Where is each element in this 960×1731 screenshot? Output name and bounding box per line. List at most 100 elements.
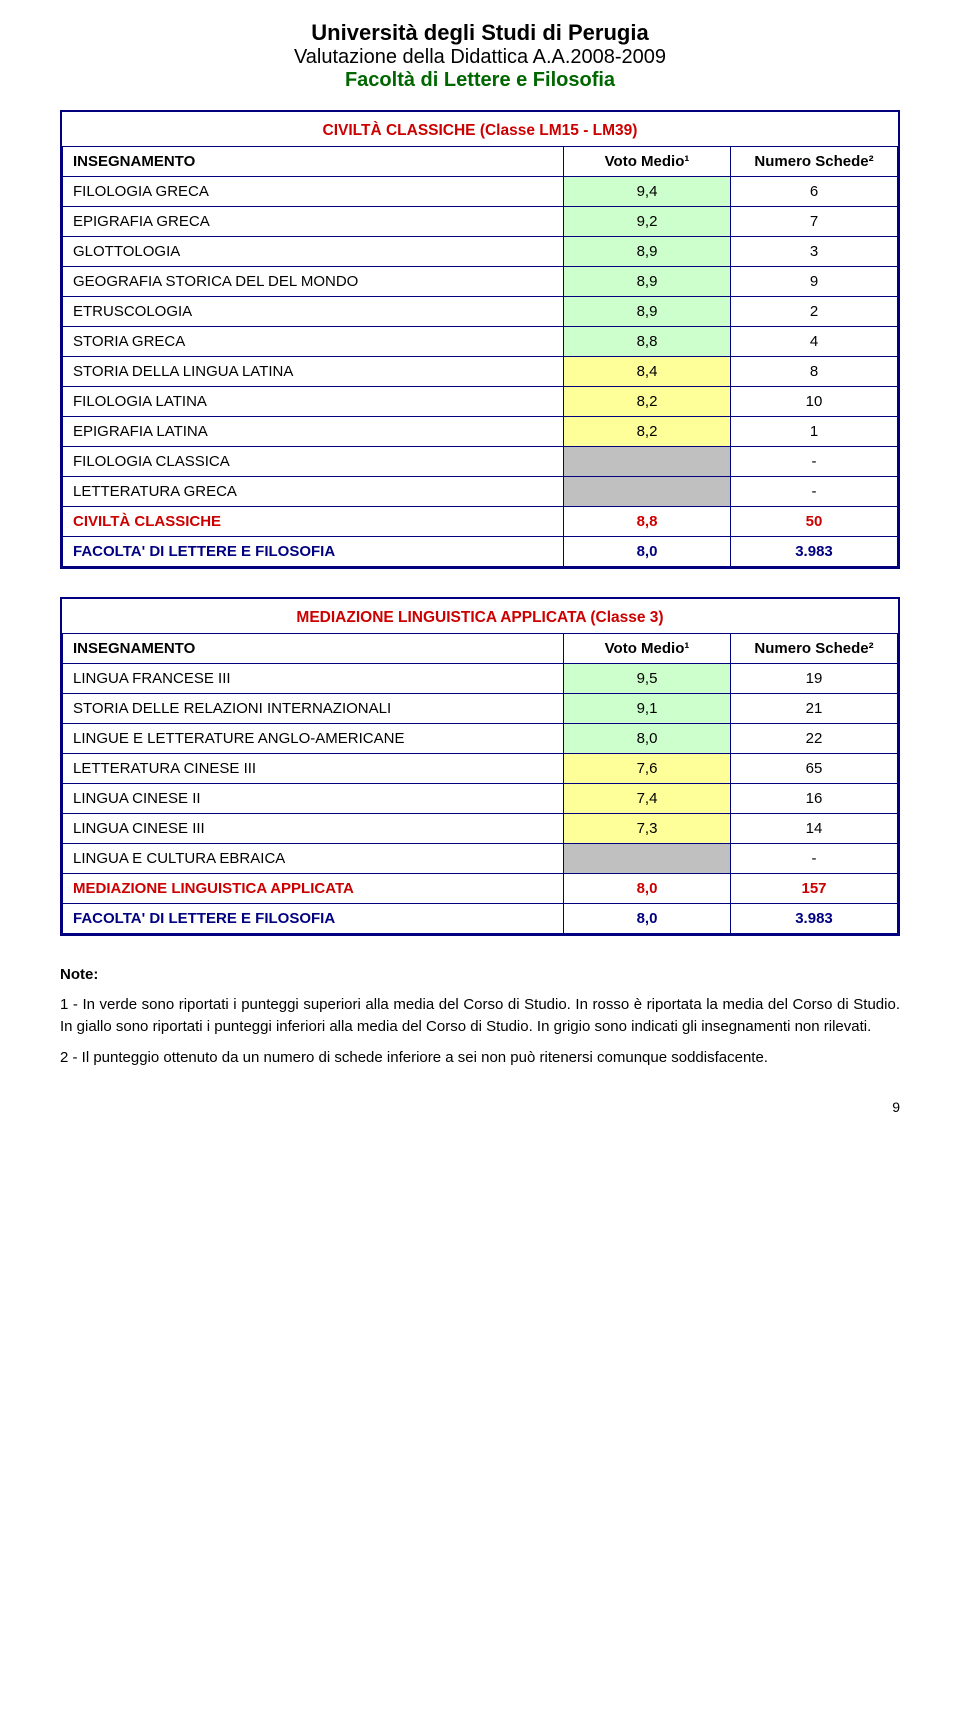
row-name: GLOTTOLOGIA bbox=[63, 237, 564, 267]
table-row: STORIA GRECA8,84 bbox=[63, 327, 898, 357]
col-numero: Numero Schede² bbox=[731, 147, 898, 177]
row-name: ETRUSCOLOGIA bbox=[63, 297, 564, 327]
row-name: GEOGRAFIA STORICA DEL DEL MONDO bbox=[63, 267, 564, 297]
row-value bbox=[564, 844, 731, 874]
university-name: Università degli Studi di Perugia bbox=[60, 20, 900, 46]
row-value: 8,4 bbox=[564, 357, 731, 387]
table-row: FILOLOGIA CLASSICA - bbox=[63, 447, 898, 477]
row-value: 8,0 bbox=[564, 724, 731, 754]
course-summary-val: 8,0 bbox=[564, 874, 731, 904]
row-count: 19 bbox=[731, 664, 898, 694]
row-value: 9,2 bbox=[564, 207, 731, 237]
page-number: 9 bbox=[60, 1099, 900, 1115]
row-value: 8,9 bbox=[564, 297, 731, 327]
table-row: STORIA DELLA LINGUA LATINA8,48 bbox=[63, 357, 898, 387]
row-name: LETTERATURA GRECA bbox=[63, 477, 564, 507]
col-voto: Voto Medio¹ bbox=[564, 634, 731, 664]
col-voto: Voto Medio¹ bbox=[564, 147, 731, 177]
table-row: LINGUA FRANCESE III9,519 bbox=[63, 664, 898, 694]
row-name: LINGUE E LETTERATURE ANGLO-AMERICANE bbox=[63, 724, 564, 754]
course-summary-name: CIVILTÀ CLASSICHE bbox=[63, 507, 564, 537]
table-row: LETTERATURA CINESE III7,665 bbox=[63, 754, 898, 784]
table-row: LINGUA E CULTURA EBRAICA- bbox=[63, 844, 898, 874]
row-value: 8,9 bbox=[564, 267, 731, 297]
row-name: FILOLOGIA LATINA bbox=[63, 387, 564, 417]
course-summary-cnt: 50 bbox=[731, 507, 898, 537]
evaluation-line: Valutazione della Didattica A.A.2008-200… bbox=[60, 46, 900, 69]
course-summary-cnt: 157 bbox=[731, 874, 898, 904]
table-row: LINGUE E LETTERATURE ANGLO-AMERICANE8,02… bbox=[63, 724, 898, 754]
faculty-name: Facoltà di Lettere e Filosofia bbox=[60, 69, 900, 92]
row-count: 65 bbox=[731, 754, 898, 784]
course-summary-row: MEDIAZIONE LINGUISTICA APPLICATA 8,0 157 bbox=[63, 874, 898, 904]
row-value: 8,9 bbox=[564, 237, 731, 267]
table-row: LINGUA CINESE III7,314 bbox=[63, 814, 898, 844]
notes-section: Note: 1 - In verde sono riportati i punt… bbox=[60, 964, 900, 1069]
course-table-1: CIVILTÀ CLASSICHE (Classe LM15 - LM39) I… bbox=[60, 110, 900, 569]
row-count: 14 bbox=[731, 814, 898, 844]
table-row: EPIGRAFIA LATINA8,21 bbox=[63, 417, 898, 447]
row-name: LINGUA E CULTURA EBRAICA bbox=[63, 844, 564, 874]
row-name: STORIA DELLE RELAZIONI INTERNAZIONALI bbox=[63, 694, 564, 724]
row-name: STORIA DELLA LINGUA LATINA bbox=[63, 357, 564, 387]
table-row: GLOTTOLOGIA8,93 bbox=[63, 237, 898, 267]
table-row: LINGUA CINESE II7,416 bbox=[63, 784, 898, 814]
course-title: MEDIAZIONE LINGUISTICA APPLICATA (Classe… bbox=[63, 599, 898, 634]
row-count: 4 bbox=[731, 327, 898, 357]
row-name: LINGUA CINESE III bbox=[63, 814, 564, 844]
table-row: STORIA DELLE RELAZIONI INTERNAZIONALI9,1… bbox=[63, 694, 898, 724]
table-row: ETRUSCOLOGIA8,92 bbox=[63, 297, 898, 327]
faculty-summary-row: FACOLTA' DI LETTERE E FILOSOFIA 8,0 3.98… bbox=[63, 537, 898, 567]
row-name: FILOLOGIA GRECA bbox=[63, 177, 564, 207]
row-name: EPIGRAFIA LATINA bbox=[63, 417, 564, 447]
note-2: 2 - Il punteggio ottenuto da un numero d… bbox=[60, 1047, 900, 1069]
row-count: 2 bbox=[731, 297, 898, 327]
row-name: STORIA GRECA bbox=[63, 327, 564, 357]
row-count: - bbox=[731, 447, 898, 477]
row-count: 1 bbox=[731, 417, 898, 447]
table-row: FILOLOGIA LATINA8,210 bbox=[63, 387, 898, 417]
row-value: 7,6 bbox=[564, 754, 731, 784]
row-name: EPIGRAFIA GRECA bbox=[63, 207, 564, 237]
page-header: Università degli Studi di Perugia Valuta… bbox=[60, 20, 900, 92]
table-row: FILOLOGIA GRECA9,46 bbox=[63, 177, 898, 207]
faculty-summary-name: FACOLTA' DI LETTERE E FILOSOFIA bbox=[63, 537, 564, 567]
col-insegnamento: INSEGNAMENTO bbox=[63, 147, 564, 177]
column-header-row: INSEGNAMENTO Voto Medio¹ Numero Schede² bbox=[63, 634, 898, 664]
course-summary-row: CIVILTÀ CLASSICHE 8,8 50 bbox=[63, 507, 898, 537]
course-summary-name: MEDIAZIONE LINGUISTICA APPLICATA bbox=[63, 874, 564, 904]
course-title-row: MEDIAZIONE LINGUISTICA APPLICATA (Classe… bbox=[63, 599, 898, 634]
row-count: 9 bbox=[731, 267, 898, 297]
row-name: LETTERATURA CINESE III bbox=[63, 754, 564, 784]
row-count: 10 bbox=[731, 387, 898, 417]
faculty-summary-cnt: 3.983 bbox=[731, 904, 898, 934]
row-name: LINGUA CINESE II bbox=[63, 784, 564, 814]
row-value: 8,2 bbox=[564, 417, 731, 447]
table-row: LETTERATURA GRECA - bbox=[63, 477, 898, 507]
table-row: GEOGRAFIA STORICA DEL DEL MONDO8,99 bbox=[63, 267, 898, 297]
row-value bbox=[564, 477, 731, 507]
row-value: 8,2 bbox=[564, 387, 731, 417]
faculty-summary-name: FACOLTA' DI LETTERE E FILOSOFIA bbox=[63, 904, 564, 934]
row-count: 7 bbox=[731, 207, 898, 237]
row-value: 9,5 bbox=[564, 664, 731, 694]
row-count: 21 bbox=[731, 694, 898, 724]
row-value: 7,3 bbox=[564, 814, 731, 844]
faculty-summary-cnt: 3.983 bbox=[731, 537, 898, 567]
notes-title: Note: bbox=[60, 964, 900, 986]
faculty-summary-val: 8,0 bbox=[564, 904, 731, 934]
row-count: 6 bbox=[731, 177, 898, 207]
row-count: - bbox=[731, 477, 898, 507]
row-value: 8,8 bbox=[564, 327, 731, 357]
col-insegnamento: INSEGNAMENTO bbox=[63, 634, 564, 664]
course-table-2: MEDIAZIONE LINGUISTICA APPLICATA (Classe… bbox=[60, 597, 900, 936]
row-name: FILOLOGIA CLASSICA bbox=[63, 447, 564, 477]
course-summary-val: 8,8 bbox=[564, 507, 731, 537]
row-count: 16 bbox=[731, 784, 898, 814]
row-name: LINGUA FRANCESE III bbox=[63, 664, 564, 694]
column-header-row: INSEGNAMENTO Voto Medio¹ Numero Schede² bbox=[63, 147, 898, 177]
row-count: 3 bbox=[731, 237, 898, 267]
row-count: 8 bbox=[731, 357, 898, 387]
note-1: 1 - In verde sono riportati i punteggi s… bbox=[60, 994, 900, 1038]
faculty-summary-val: 8,0 bbox=[564, 537, 731, 567]
